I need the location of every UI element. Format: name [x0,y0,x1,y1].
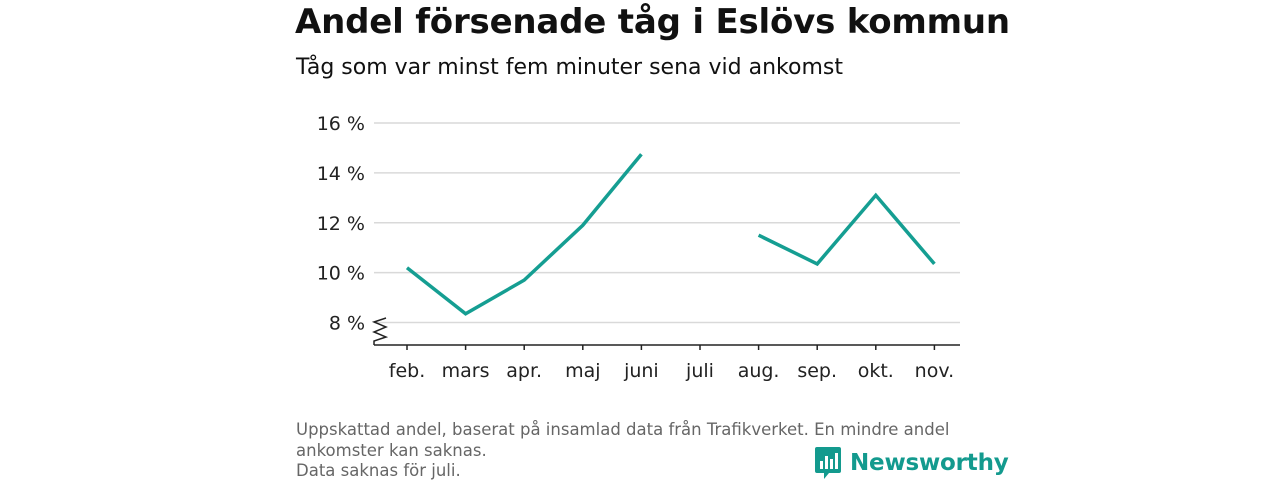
y-tick-label: 12 % [317,213,365,235]
axis-break-mark [371,317,389,345]
x-tick-label: apr. [506,360,542,382]
footnote: Uppskattad andel, baserat på insamlad da… [296,420,986,482]
x-tick-label: mars [442,360,490,382]
chart-subtitle: Tåg som var minst fem minuter sena vid a… [296,55,843,80]
x-tick-label: juli [685,360,714,382]
y-tick-label: 10 % [317,263,365,285]
x-tick-label: feb. [389,360,425,382]
y-tick-label: 8 % [329,313,365,335]
newsworthy-logo-icon [815,447,841,479]
newsworthy-brand-name: Newsworthy [850,450,1009,476]
footnote-line: ankomster kan saknas. [296,440,487,460]
x-tick-label: nov. [915,360,954,382]
x-tick-label: sep. [797,360,837,382]
y-tick-label: 14 % [317,163,365,185]
y-tick-label: 16 % [317,113,365,135]
x-tick-label: juni [623,360,659,382]
footnote-line: Uppskattad andel, baserat på insamlad da… [296,420,950,439]
x-tick-label: aug. [738,360,780,382]
x-tick-label: maj [565,360,600,382]
footnote-line: Data saknas för juli. [296,461,461,480]
series-line [757,192,936,267]
series-line [405,153,643,316]
newsworthy-logo: Newsworthy [814,446,1009,480]
chart-title: Andel försenade tåg i Eslövs kommun [295,2,1010,42]
x-tick-label: okt. [858,360,894,382]
